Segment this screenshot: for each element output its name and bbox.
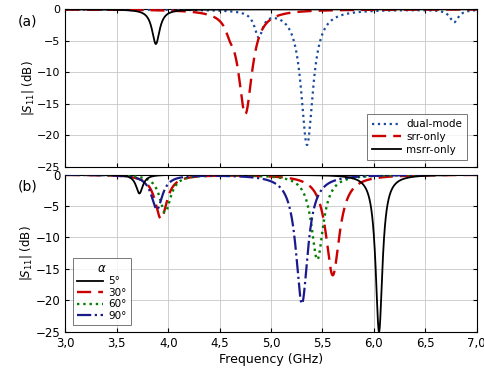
60° [220, 173, 226, 178]
srr-only [369, 8, 375, 12]
60° [474, 172, 480, 177]
srr-only [137, 8, 143, 12]
Text: (a): (a) [18, 14, 38, 28]
30° [330, 273, 335, 278]
msrr-only [401, 7, 407, 12]
60° [137, 175, 143, 180]
Legend: dual-mode, srr-only, msrr-only: dual-mode, srr-only, msrr-only [367, 114, 468, 160]
30° [369, 177, 375, 181]
60° [369, 174, 375, 178]
srr-only [242, 112, 248, 116]
90° [401, 173, 407, 177]
dual-mode [220, 9, 226, 13]
Line: srr-only: srr-only [65, 9, 477, 114]
30° [220, 174, 226, 178]
msrr-only [220, 7, 226, 12]
msrr-only [137, 10, 143, 14]
dual-mode [304, 143, 310, 147]
dual-mode [474, 8, 480, 12]
30° [330, 273, 336, 278]
30° [401, 174, 407, 178]
30° [62, 172, 68, 177]
dual-mode [62, 7, 68, 12]
Line: dual-mode: dual-mode [65, 9, 477, 145]
60° [309, 228, 315, 232]
dual-mode [137, 8, 143, 12]
Line: 5°: 5° [65, 175, 477, 332]
5° [137, 191, 143, 195]
5° [401, 177, 407, 181]
30° [474, 172, 480, 177]
60° [330, 187, 336, 192]
dual-mode [369, 9, 375, 14]
srr-only [309, 9, 315, 13]
5° [474, 172, 480, 177]
60° [315, 257, 320, 262]
msrr-only [369, 7, 375, 12]
90° [330, 179, 336, 183]
dual-mode [309, 98, 315, 102]
90° [299, 302, 305, 306]
Line: 30°: 30° [65, 175, 477, 275]
srr-only [474, 7, 480, 12]
srr-only [330, 8, 336, 12]
Y-axis label: $|S_{11}|$ (dB): $|S_{11}|$ (dB) [18, 225, 34, 281]
5° [62, 172, 68, 177]
srr-only [401, 8, 407, 12]
90° [137, 177, 143, 182]
X-axis label: Frequency (GHz): Frequency (GHz) [219, 352, 323, 366]
5° [309, 173, 315, 177]
5° [220, 172, 226, 177]
Text: (b): (b) [18, 179, 38, 193]
dual-mode [401, 8, 407, 12]
5° [369, 215, 375, 220]
90° [474, 172, 480, 177]
30° [309, 186, 315, 190]
90° [62, 172, 68, 177]
Line: msrr-only: msrr-only [65, 9, 477, 44]
30° [137, 177, 143, 182]
Legend: 5°, 30°, 60°, 90°: 5°, 30°, 60°, 90° [73, 258, 131, 325]
msrr-only [309, 7, 315, 12]
srr-only [62, 8, 68, 12]
60° [62, 172, 68, 177]
60° [401, 173, 407, 177]
msrr-only [330, 7, 336, 12]
srr-only [220, 22, 226, 27]
Line: 90°: 90° [65, 175, 477, 304]
msrr-only [62, 7, 68, 12]
msrr-only [474, 7, 480, 12]
90° [309, 215, 315, 219]
5° [330, 174, 336, 178]
Line: 60°: 60° [65, 175, 477, 260]
90° [220, 174, 226, 178]
90° [369, 174, 375, 178]
msrr-only [153, 42, 159, 46]
dual-mode [330, 17, 336, 21]
5° [376, 330, 382, 334]
Y-axis label: $|S_{11}|$ (dB): $|S_{11}|$ (dB) [19, 60, 36, 116]
